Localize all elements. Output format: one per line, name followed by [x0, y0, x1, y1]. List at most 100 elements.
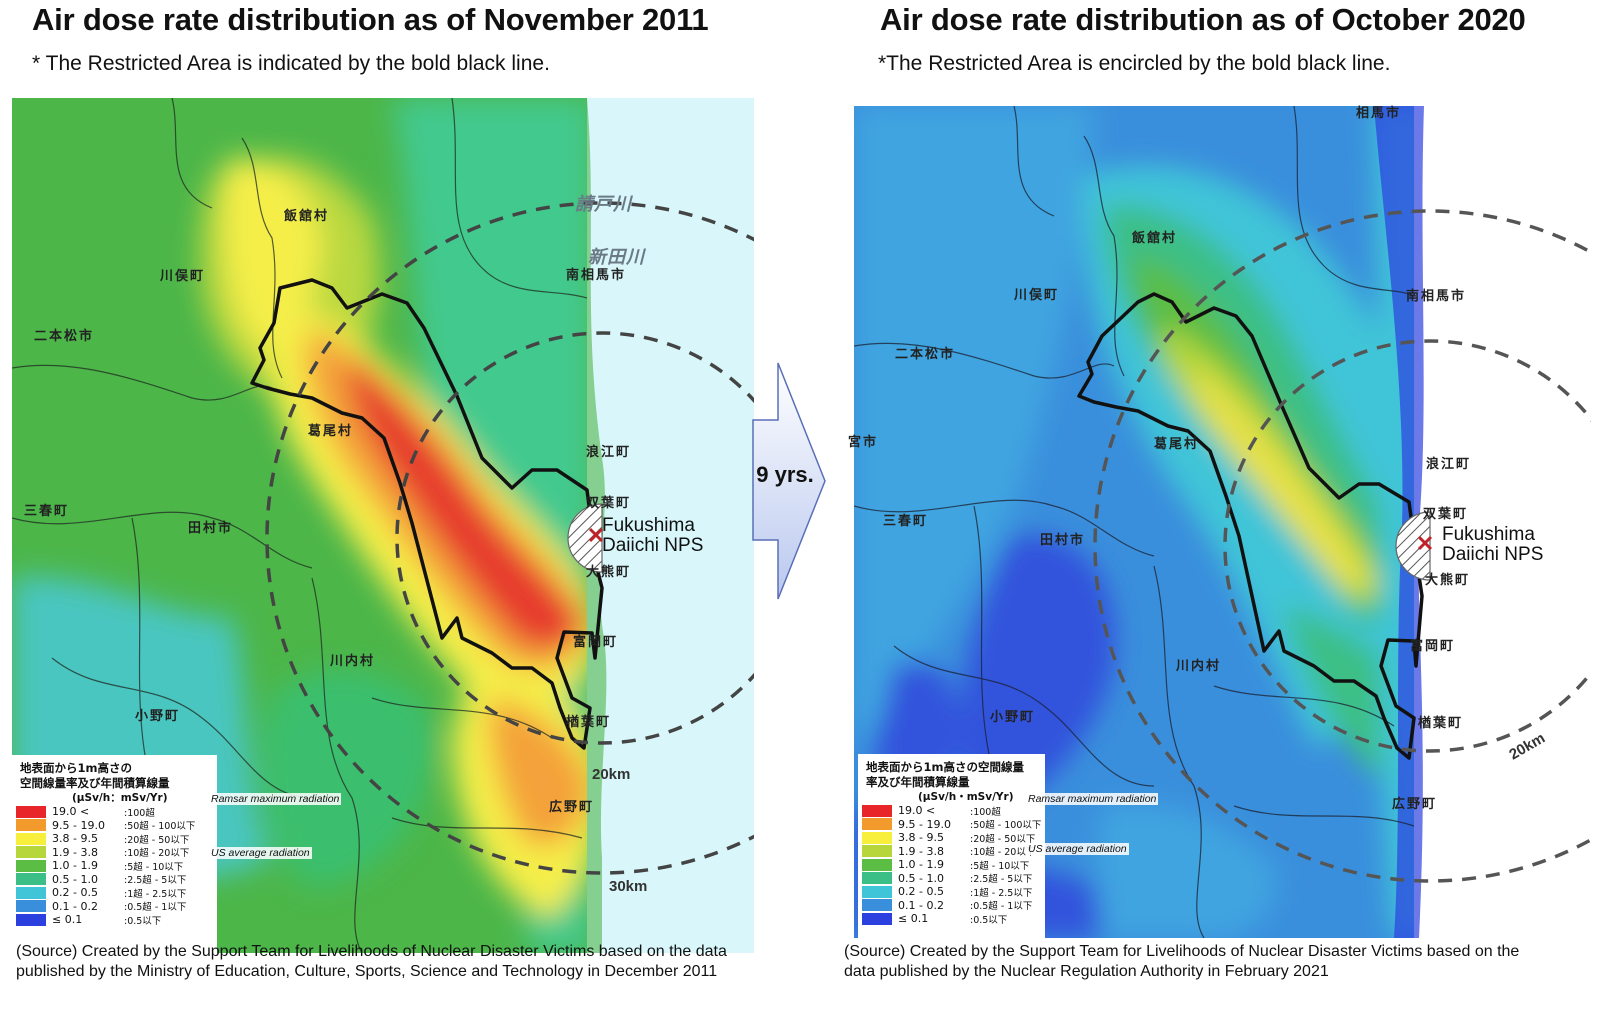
legend-row: 3.8 - 9.5 :20超 - 50以下: [12, 832, 217, 846]
place-label-tomioka: 富岡町: [1410, 639, 1456, 654]
legend-swatch: [16, 832, 46, 845]
place-label-hirono: 広野町: [1392, 797, 1438, 812]
legend-row: 0.1 - 0.2 :0.5超 - 1以下: [12, 899, 217, 914]
legend-range: 0.5 - 1.0: [898, 871, 944, 885]
place-label-naraha: 楢葉町: [1418, 716, 1464, 731]
place-label-kawauchi: 川内村: [1176, 659, 1222, 674]
legend-row: 1.0 - 1.9 :5超 - 10以下: [12, 859, 217, 873]
place-label-okuma: 大熊町: [1425, 573, 1471, 588]
legend-row: 19.0 < :100超: [12, 805, 217, 819]
plant-label: Fukushima Daiichi NPS: [1442, 524, 1544, 565]
place-label-iitate: 飯舘村: [284, 209, 330, 224]
place-label-iitate: 飯舘村: [1132, 231, 1178, 246]
place-label-futaba: 双葉町: [586, 496, 632, 511]
legend-annual: :10超 - 20以下: [124, 848, 190, 860]
place-label-miharu: 三春町: [883, 514, 929, 529]
legend-range: 0.1 - 0.2: [52, 899, 98, 913]
legend-annual: :0.5超 - 1以下: [970, 901, 1033, 913]
legend-swatch: [862, 872, 892, 885]
legend-row: 0.2 - 0.5:1超 - 2.5以下: [858, 885, 1045, 899]
legend-range: 0.5 - 1.0: [52, 872, 98, 886]
place-label-minamisoma: 南相馬市: [1406, 289, 1467, 304]
legend-annual: :5超 - 10以下: [970, 860, 1030, 872]
place-label-motomiya: 宮市: [848, 435, 879, 450]
river-label-ukedo: 請戸川: [575, 194, 632, 215]
legend-annual: :50超 - 100以下: [124, 821, 196, 833]
place-label-ono: 小野町: [990, 710, 1036, 725]
place-label-namie: 浪江町: [1426, 457, 1472, 472]
legend-swatch: [16, 805, 46, 818]
place-label-kawamata: 川俣町: [1014, 288, 1060, 303]
legend-range: 3.8 - 9.5: [898, 831, 944, 845]
legend-range: 19.0 <: [52, 805, 90, 819]
legend-row: 19.0 <:100超: [858, 804, 1045, 818]
map-title: Air dose rate distribution as of October…: [880, 2, 1526, 37]
legend-swatch: [862, 858, 892, 871]
note-us-average: US average radiation: [209, 847, 312, 859]
legend-unit: (μSv/h・mSv/Yr): [918, 791, 1014, 803]
map-title: Air dose rate distribution as of Novembe…: [32, 2, 709, 37]
legend-row: 3.8 - 9.5:20超 - 50以下: [858, 831, 1045, 845]
legend-swatch: [16, 846, 46, 859]
legend-row: ≤ 0.1 :0.5以下: [858, 912, 1045, 926]
legend-annual: :10超 - 20以下: [970, 847, 1036, 859]
panel-2020: Air dose rate distribution as of October…: [844, 0, 1593, 1024]
legend-annual: :0.5以下: [124, 915, 162, 927]
place-label-katsurao: 葛尾村: [308, 424, 354, 439]
legend-row: 0.1 - 0.2:0.5超 - 1以下: [858, 899, 1045, 913]
dose-map-graphic: [12, 98, 754, 953]
radius-label-30km: 30km: [609, 878, 648, 895]
legend-2020: 地表面から1m高さの空間線量 率及び年間積算線量 (μSv/h・mSv/Yr) …: [858, 754, 1045, 938]
legend-swatch: [16, 886, 46, 899]
legend-annual: :100超: [124, 807, 155, 819]
map-subtitle: * The Restricted Area is indicated by th…: [32, 52, 550, 75]
note-us-average: US average radiation: [1026, 843, 1129, 855]
legend-annual: :0.5超 - 1以下: [124, 902, 187, 914]
legend-swatch: [862, 899, 892, 912]
place-label-minamisoma: 南相馬市: [566, 268, 627, 283]
place-label-tamura: 田村市: [1040, 533, 1086, 548]
place-label-futaba: 双葉町: [1423, 507, 1469, 522]
place-label-tomioka: 富岡町: [573, 635, 619, 650]
legend-annual: :1超 - 2.5以下: [970, 887, 1033, 899]
legend-annual: :0.5以下: [970, 914, 1008, 926]
note-ramsar: Ramsar maximum radiation: [209, 793, 342, 805]
legend-swatch: [862, 912, 892, 925]
legend-range: 19.0 <: [898, 804, 936, 818]
legend-annual: :5超 - 10以下: [124, 861, 184, 873]
source-note: (Source) Created by the Support Team for…: [16, 943, 727, 980]
legend-row: 1.9 - 3.8:10超 - 20以下: [12, 846, 217, 860]
place-label-kawauchi: 川内村: [330, 654, 376, 669]
dose-map-graphic: [854, 106, 1591, 938]
legend-annual: :20超 - 50以下: [124, 834, 190, 846]
legend-range: ≤ 0.1: [898, 912, 929, 926]
legend-row: ≤ 0.1 :0.5以下: [12, 913, 217, 927]
time-arrow: [752, 362, 826, 600]
note-ramsar: Ramsar maximum radiation: [1026, 793, 1159, 805]
legend-swatch: [16, 873, 46, 886]
source-note: (Source) Created by the Support Team for…: [844, 943, 1520, 980]
legend-swatch: [16, 913, 46, 926]
legend-swatch: [862, 885, 892, 898]
legend-range: ≤ 0.1: [52, 913, 83, 927]
dose-map-2011: [12, 98, 754, 953]
dose-map-2020: [854, 106, 1591, 938]
legend-swatch: [16, 900, 46, 913]
radius-label-20km: 20km: [592, 766, 631, 783]
legend-range: 3.8 - 9.5: [52, 832, 98, 846]
legend-annual: :2.5超 - 5以下: [970, 874, 1033, 886]
place-label-nihonmatsu: 二本松市: [895, 347, 956, 362]
legend-swatch: [862, 831, 892, 844]
place-label-kawamata: 川俣町: [160, 269, 206, 284]
place-label-hirono: 広野町: [549, 800, 595, 815]
place-label-tamura: 田村市: [188, 521, 234, 536]
legend-swatch: [862, 845, 892, 858]
place-label-naraha: 楢葉町: [566, 715, 612, 730]
legend-row: 0.5 - 1.0:2.5超 - 5以下: [12, 872, 217, 886]
legend-2011: 地表面から1m高さの 空間線量率及び年間積算線量 (μSv/h：mSv/Yr) …: [12, 755, 217, 953]
map-subtitle: *The Restricted Area is encircled by the…: [878, 52, 1391, 75]
legend-annual: :50超 - 100以下: [970, 820, 1042, 832]
plant-label: Fukushima Daiichi NPS: [602, 515, 704, 556]
place-label-miharu: 三春町: [24, 504, 70, 519]
legend-range: 1.0 - 1.9: [52, 859, 98, 873]
